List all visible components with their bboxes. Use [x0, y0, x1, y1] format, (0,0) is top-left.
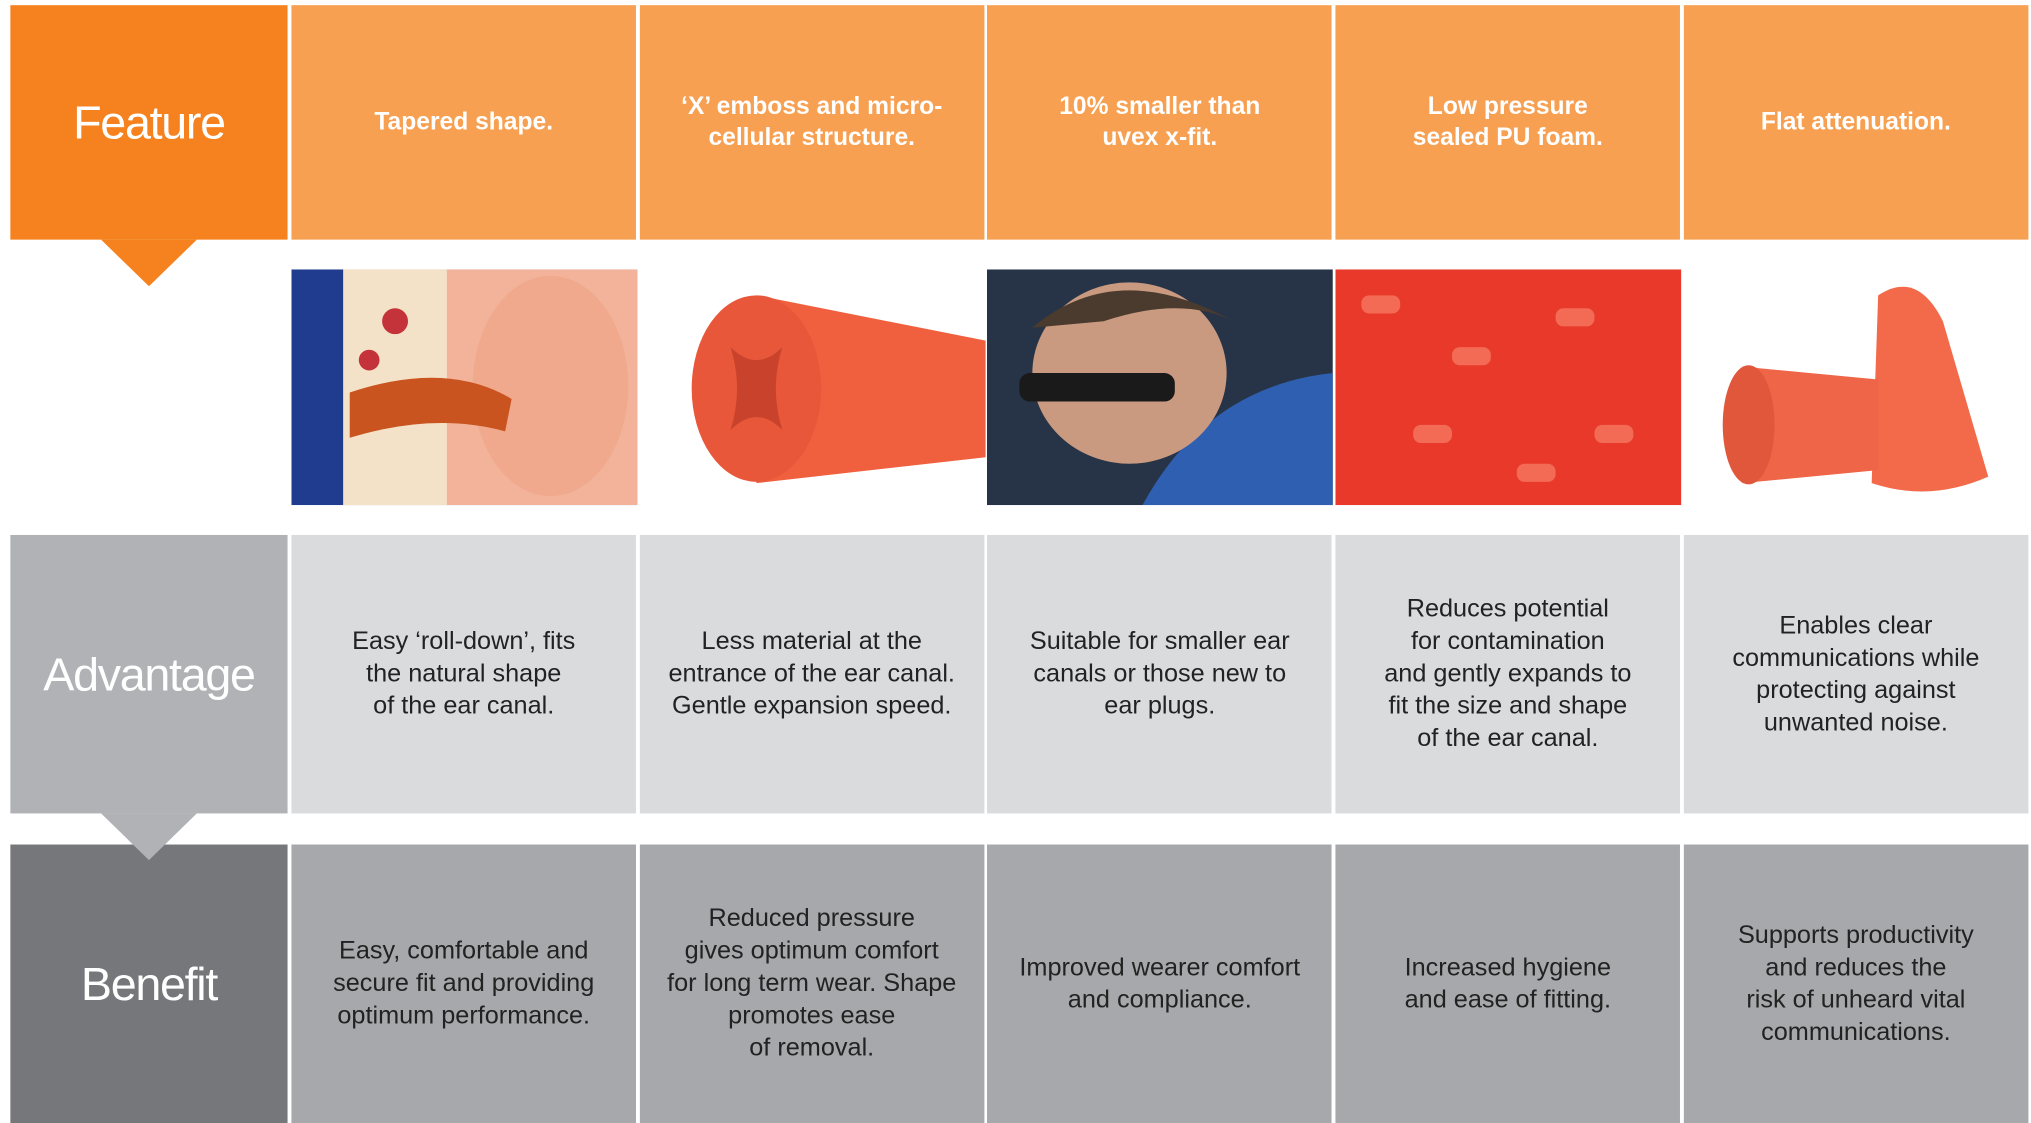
- benefit-cell: Reduced pressure gives optimum comfort f…: [639, 844, 985, 1123]
- advantage-label: Advantage: [10, 534, 288, 814]
- arrow: [101, 813, 197, 861]
- advantage-cell: Enables clear communications while prote…: [1683, 534, 2029, 814]
- product-image: [1683, 269, 2030, 506]
- benefit-cell: Supports productivity and reduces the ri…: [1683, 844, 2029, 1123]
- advantage-cell: Easy ‘roll-down’, fits the natural shape…: [291, 534, 636, 814]
- advantage-cell: Reduces potential for contamination and …: [1335, 534, 1681, 814]
- advantage-cell: Less material at the entrance of the ear…: [639, 534, 985, 814]
- benefit-cell: Easy, comfortable and secure fit and pro…: [291, 844, 636, 1123]
- benefit-cell: Improved wearer comfort and compliance.: [987, 844, 1333, 1123]
- benefit-cell: Increased hygiene and ease of fitting.: [1335, 844, 1681, 1123]
- advantage-cell: Suitable for smaller ear canals or those…: [987, 534, 1333, 814]
- benefit-label: Benefit: [10, 844, 288, 1123]
- feature-cell: Low pressure sealed PU foam.: [1335, 5, 1681, 240]
- feature-cell: Tapered shape.: [291, 5, 636, 240]
- feature-cell: Flat attenuation.: [1683, 5, 2029, 240]
- product-image: [1335, 269, 1682, 506]
- product-image: [639, 269, 986, 506]
- arrow: [101, 239, 197, 287]
- feature-label: Feature: [10, 5, 288, 240]
- product-image: [291, 269, 638, 506]
- product-image: [987, 269, 1334, 506]
- feature-cell: ‘X’ emboss and micro- cellular structure…: [639, 5, 985, 240]
- feature-cell: 10% smaller than uvex x-fit.: [987, 5, 1333, 240]
